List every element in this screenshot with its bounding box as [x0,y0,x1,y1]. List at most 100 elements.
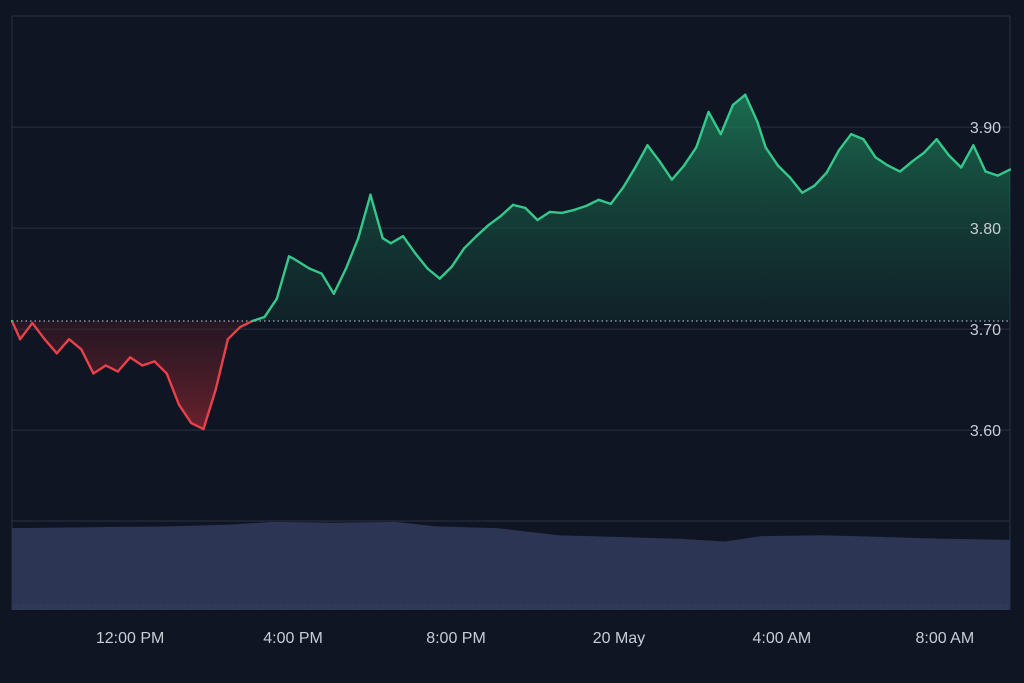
data-point[interactable] [128,356,132,359]
data-point[interactable] [357,237,360,240]
data-point[interactable] [524,206,527,210]
data-point[interactable] [682,164,686,167]
data-point[interactable] [585,204,588,208]
data-point[interactable] [320,272,323,275]
data-point[interactable] [344,267,348,270]
data-point[interactable] [487,223,490,227]
data-point[interactable] [308,267,311,270]
price-area [12,94,1010,430]
data-point[interactable] [214,388,217,391]
data-point[interactable] [238,325,242,329]
data-point[interactable] [226,338,230,341]
data-point[interactable] [898,170,902,173]
data-point[interactable] [31,321,34,325]
data-point[interactable] [536,218,539,222]
data-point[interactable] [80,348,83,351]
data-point[interactable] [609,202,612,206]
y-axis: 3.60 3.70 3.80 3.90 [970,120,1001,440]
data-point[interactable] [764,146,767,149]
data-point[interactable] [935,138,938,141]
data-point[interactable] [153,360,156,363]
data-point[interactable] [104,364,107,367]
data-point[interactable] [996,174,999,177]
data-point[interactable] [190,421,193,425]
data-point[interactable] [911,160,914,163]
data-point[interactable] [788,176,792,179]
data-point[interactable] [959,166,963,169]
data-point[interactable] [984,170,987,173]
data-point[interactable] [92,372,95,375]
data-point[interactable] [165,372,168,375]
x-tick-label: 8:00 AM [915,630,974,647]
data-point[interactable] [634,166,637,169]
data-point[interactable] [332,292,336,295]
data-point[interactable] [499,214,503,218]
data-point[interactable] [55,352,59,355]
data-point[interactable] [658,160,661,163]
data-point[interactable] [923,151,926,154]
data-point[interactable] [756,120,759,124]
data-point[interactable] [177,403,181,407]
data-point[interactable] [381,237,384,240]
x-tick-label: 12:00 PM [96,630,164,647]
data-point[interactable] [438,277,441,280]
data-point[interactable] [10,319,14,323]
data-point[interactable] [251,319,254,323]
data-point[interactable] [414,252,417,255]
data-point[interactable] [475,234,478,238]
y-tick-label: 3.70 [970,322,1001,339]
data-point[interactable] [450,265,454,268]
data-point[interactable] [886,164,889,167]
line-segment-up[interactable] [251,93,1011,323]
data-point[interactable] [849,132,853,136]
data-point[interactable] [426,267,429,270]
data-point[interactable] [389,242,393,245]
data-point[interactable] [874,156,877,159]
data-point[interactable] [646,144,649,147]
data-point[interactable] [813,184,816,187]
x-tick-label: 20 May [593,630,645,647]
volume-area [12,521,1010,610]
data-point[interactable] [560,211,564,215]
data-point[interactable] [548,210,551,214]
price-line[interactable] [10,93,1012,431]
data-point[interactable] [947,154,951,157]
data-point[interactable] [695,146,698,149]
data-point[interactable] [511,203,515,207]
data-point[interactable] [776,164,780,167]
x-tick-label: 8:00 PM [426,630,486,647]
data-point[interactable] [1008,168,1012,171]
data-point[interactable] [972,144,975,147]
data-point[interactable] [263,315,266,319]
data-point[interactable] [731,103,735,107]
data-point[interactable] [291,257,295,260]
data-point[interactable] [116,370,120,373]
data-point[interactable] [18,338,22,341]
data-point[interactable] [744,93,747,96]
data-point[interactable] [202,427,205,431]
data-point[interactable] [287,255,291,258]
y-tick-label: 3.80 [970,221,1001,238]
data-point[interactable] [43,338,46,341]
data-point[interactable] [67,338,71,341]
data-point[interactable] [275,297,278,300]
data-point[interactable] [462,247,466,250]
data-point[interactable] [707,110,710,114]
data-point[interactable] [837,149,841,152]
data-point[interactable] [572,208,576,212]
data-point[interactable] [369,193,372,196]
data-point[interactable] [401,234,405,238]
data-point[interactable] [862,138,865,141]
data-point[interactable] [801,191,804,194]
data-point[interactable] [621,186,625,189]
y-tick-label: 3.60 [970,423,1001,440]
area-above-baseline [252,94,1010,322]
data-point[interactable] [597,198,600,202]
x-tick-label: 4:00 PM [263,630,323,647]
data-point[interactable] [141,364,144,367]
data-point[interactable] [670,178,674,181]
data-point[interactable] [719,132,722,136]
area-below-baseline [12,321,253,430]
data-point[interactable] [825,171,828,174]
